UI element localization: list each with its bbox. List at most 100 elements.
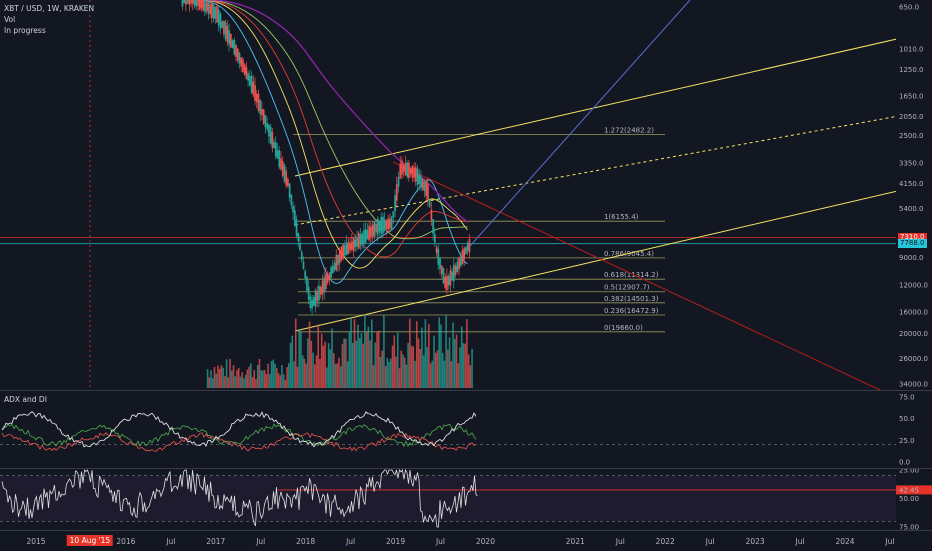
candle-body [214,7,217,19]
oscillator-tick: 75.00 [899,524,919,531]
volume-bar [412,346,415,388]
adx-axis[interactable]: 75.0 50.0 25.0 0.0 [896,391,932,468]
candle-body [261,108,263,116]
price-tick: 4150.0 [899,180,924,188]
volume-bar [215,373,218,388]
volume-bar [367,326,370,388]
volume-label[interactable]: Vol [4,15,16,24]
candle-body [243,64,246,75]
volume-bar [364,314,366,388]
price-tick: 20000.0 [899,330,928,338]
candle-body [249,76,251,86]
volume-bar [281,364,283,388]
candle-body [240,57,243,67]
volume-bar [438,317,441,388]
oscillator-axis[interactable]: 25.00 42.45 50.00 75.00 [896,467,932,532]
volume-bar [428,323,430,388]
time-tick: Jul [256,537,266,546]
candle-body [465,247,467,255]
candle-body [442,268,445,284]
time-tick: Jul [795,537,805,546]
volume-bar [303,358,306,388]
volume-bar [210,370,212,388]
candle-body [345,242,348,256]
candle-body [349,243,351,250]
adx-chart[interactable] [0,391,896,468]
volume-bar [277,372,280,388]
candle-body [254,85,256,102]
adx-label[interactable]: ADX and DI [4,395,47,404]
volume-bar [338,357,340,388]
candle-body [287,179,289,187]
highlighted-date: 10 Aug '15 [66,535,114,546]
channel-lower-line [294,182,932,332]
candle-body [271,132,274,148]
panel-separator[interactable] [0,390,932,391]
volume-bar [407,342,409,388]
volume-bar [274,363,276,388]
volume-bar [365,332,368,388]
candle-body [451,271,453,280]
candle-body [242,59,244,73]
price-tick: 650.0 [899,4,919,12]
candle-body [340,246,343,261]
price-chart[interactable]: 1.272(2482.2)1(6155.4)0.786(9045.4)0.618… [0,0,932,530]
candle-body [323,277,326,293]
time-axis[interactable]: 2015 2016 Jul 2017 Jul 2018 Jul 2019 Jul 2020 2021… [0,530,932,551]
volume-bar [453,338,456,388]
volume-bar [272,359,275,388]
oscillator-chart[interactable] [0,468,896,530]
volume-bar [371,319,373,388]
volume-bar [308,321,311,388]
symbol-label[interactable]: XBT / USD, 1W, KRAKEN [4,4,95,13]
status-label: In progress [4,26,46,35]
candle-body [342,244,345,258]
candle-body [311,300,313,309]
volume-bar [348,331,351,388]
volume-bar [255,378,257,388]
volume-bar [353,319,356,388]
candle-body [280,158,282,170]
candle-body [204,0,206,13]
price-axis[interactable]: 650.0 1010.0 1250.0 1650.0 2050.0 2500.0 3350.… [896,0,932,390]
volume-bar [343,338,345,388]
panel-separator-2[interactable] [0,468,932,469]
adx-line [1,411,477,448]
candle-body [190,0,192,4]
volume-bar [301,355,304,388]
volume-bar [211,378,214,388]
candle-body [200,0,203,8]
candle-body [216,6,218,23]
time-tick: 2018 [296,537,316,546]
candle-body [309,296,312,309]
time-tick: 2022 [655,537,675,546]
candle-body [332,265,334,273]
candle-body [306,276,308,291]
candle-body [466,243,469,251]
price-chart-panel[interactable]: 1.272(2482.2)1(6155.4)0.786(9045.4)0.618… [0,0,932,530]
volume-bar [351,342,354,388]
candle-body [385,220,388,229]
time-tick: Jul [705,537,715,546]
candle-body [371,224,374,237]
candle-body [219,13,222,29]
volume-bar [339,366,342,388]
volume-bar [332,353,335,388]
volume-bar [288,363,290,388]
candle-body [440,265,443,274]
volume-bar [282,374,285,388]
volume-bar [433,335,435,388]
oscillator-panel[interactable] [0,468,896,530]
candle-body [380,216,383,234]
price-tick: 1250.0 [899,66,924,74]
candle-body [285,170,288,186]
candle-body [423,181,426,192]
adx-panel[interactable] [0,391,896,468]
volume-bar [336,363,339,388]
candle-body [293,210,296,227]
volume-bar [267,363,269,388]
candle-body [228,30,230,45]
volume-bar [403,357,406,388]
candle-body [366,230,369,239]
